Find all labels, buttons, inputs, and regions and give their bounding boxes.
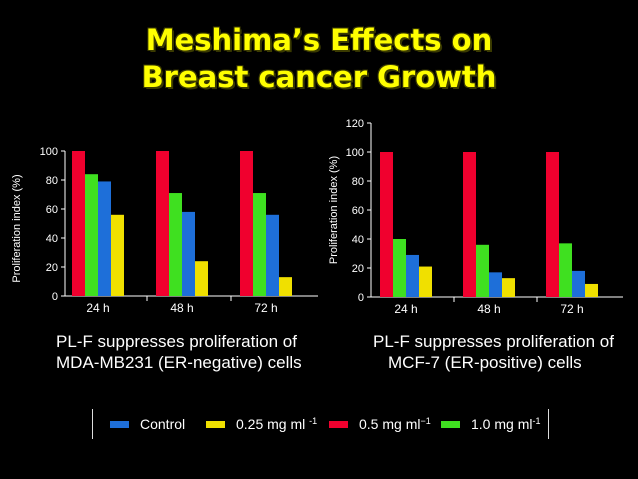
- y-tick-label: 60: [352, 205, 364, 217]
- y-tick-label: 80: [352, 176, 364, 188]
- slide-title-line-1: Meshima’s Effects on: [145, 23, 493, 57]
- caption-left-line-1: PL-F suppresses proliferation of: [56, 332, 297, 351]
- x-tick-label: 24 h: [86, 301, 109, 315]
- bar: [266, 214, 279, 296]
- bar: [98, 181, 111, 296]
- bar: [279, 277, 292, 296]
- x-tick-label: 72 h: [254, 301, 277, 315]
- legend-swatch-control: [110, 420, 129, 428]
- y-tick-label: 0: [52, 291, 58, 303]
- bar: [169, 193, 182, 296]
- bar: [393, 239, 406, 297]
- y-tick-label: 20: [46, 262, 58, 274]
- bar: [419, 266, 432, 297]
- y-tick-label: 80: [46, 175, 58, 187]
- bar: [156, 151, 169, 296]
- legend-item-control: Control: [110, 416, 185, 432]
- bar: [502, 278, 515, 297]
- caption-right-line-2: MCF-7 (ER-positive) cells: [388, 353, 582, 372]
- bar: [111, 214, 124, 296]
- bar: [572, 270, 585, 297]
- x-tick-label: 48 h: [477, 302, 500, 316]
- chart-mda-mb231: 0 20 40 60 80 100 Proliferation index (%) 24 h 4…: [11, 146, 318, 315]
- bar: [240, 151, 253, 296]
- bar: [182, 211, 195, 296]
- bar: [85, 174, 98, 296]
- legend-item-0-25: 0.25 mg ml -1: [206, 416, 317, 432]
- y-tick-label: 20: [352, 263, 364, 275]
- y-tick-label: 0: [358, 292, 364, 304]
- bar: [253, 193, 266, 296]
- legend: Control 0.25 mg ml -1 0.5 mg ml−1 1.0 mg…: [92, 409, 549, 439]
- chart-mcf7: 0 20 40 60 80 100 120 Proliferation index (%) 24…: [328, 118, 623, 316]
- legend-label-0-25: 0.25 mg ml -1: [236, 416, 318, 432]
- y-tick-label: 60: [46, 204, 58, 216]
- slide-title-line-2: Breast cancer Growth: [141, 60, 497, 94]
- legend-swatch-0-25: [206, 420, 225, 428]
- y-axis-label: Proliferation index (%): [328, 156, 340, 264]
- y-tick-label: 100: [40, 146, 58, 158]
- y-tick-label: 100: [346, 147, 364, 159]
- y-tick-label: 120: [346, 118, 364, 130]
- legend-swatch-1-0: [441, 420, 460, 428]
- x-tick-label: 48 h: [170, 301, 193, 315]
- bar: [195, 261, 208, 296]
- legend-label-0-5: 0.5 mg ml−1: [359, 416, 431, 432]
- bar: [463, 152, 476, 297]
- y-tick-label: 40: [352, 234, 364, 246]
- bar: [72, 151, 85, 296]
- caption-right-line-1: PL-F suppresses proliferation of: [373, 332, 614, 351]
- caption-left-line-2: MDA-MB231 (ER-negative) cells: [56, 353, 302, 372]
- bar: [546, 152, 559, 297]
- bar: [585, 283, 598, 297]
- legend-label-1-0: 1.0 mg ml-1: [471, 416, 541, 432]
- bar: [489, 272, 502, 297]
- bar: [476, 244, 489, 297]
- x-tick-label: 72 h: [560, 302, 583, 316]
- legend-item-0-5: 0.5 mg ml−1: [329, 416, 431, 432]
- x-tick-label: 24 h: [394, 302, 417, 316]
- legend-item-1-0: 1.0 mg ml-1: [441, 416, 540, 432]
- legend-swatch-0-5: [329, 420, 348, 428]
- legend-label-control: Control: [140, 416, 186, 432]
- bar: [406, 254, 419, 297]
- bar: [559, 243, 572, 297]
- y-tick-label: 40: [46, 233, 58, 245]
- bar: [380, 152, 393, 297]
- y-axis-label: Proliferation index (%): [11, 174, 23, 282]
